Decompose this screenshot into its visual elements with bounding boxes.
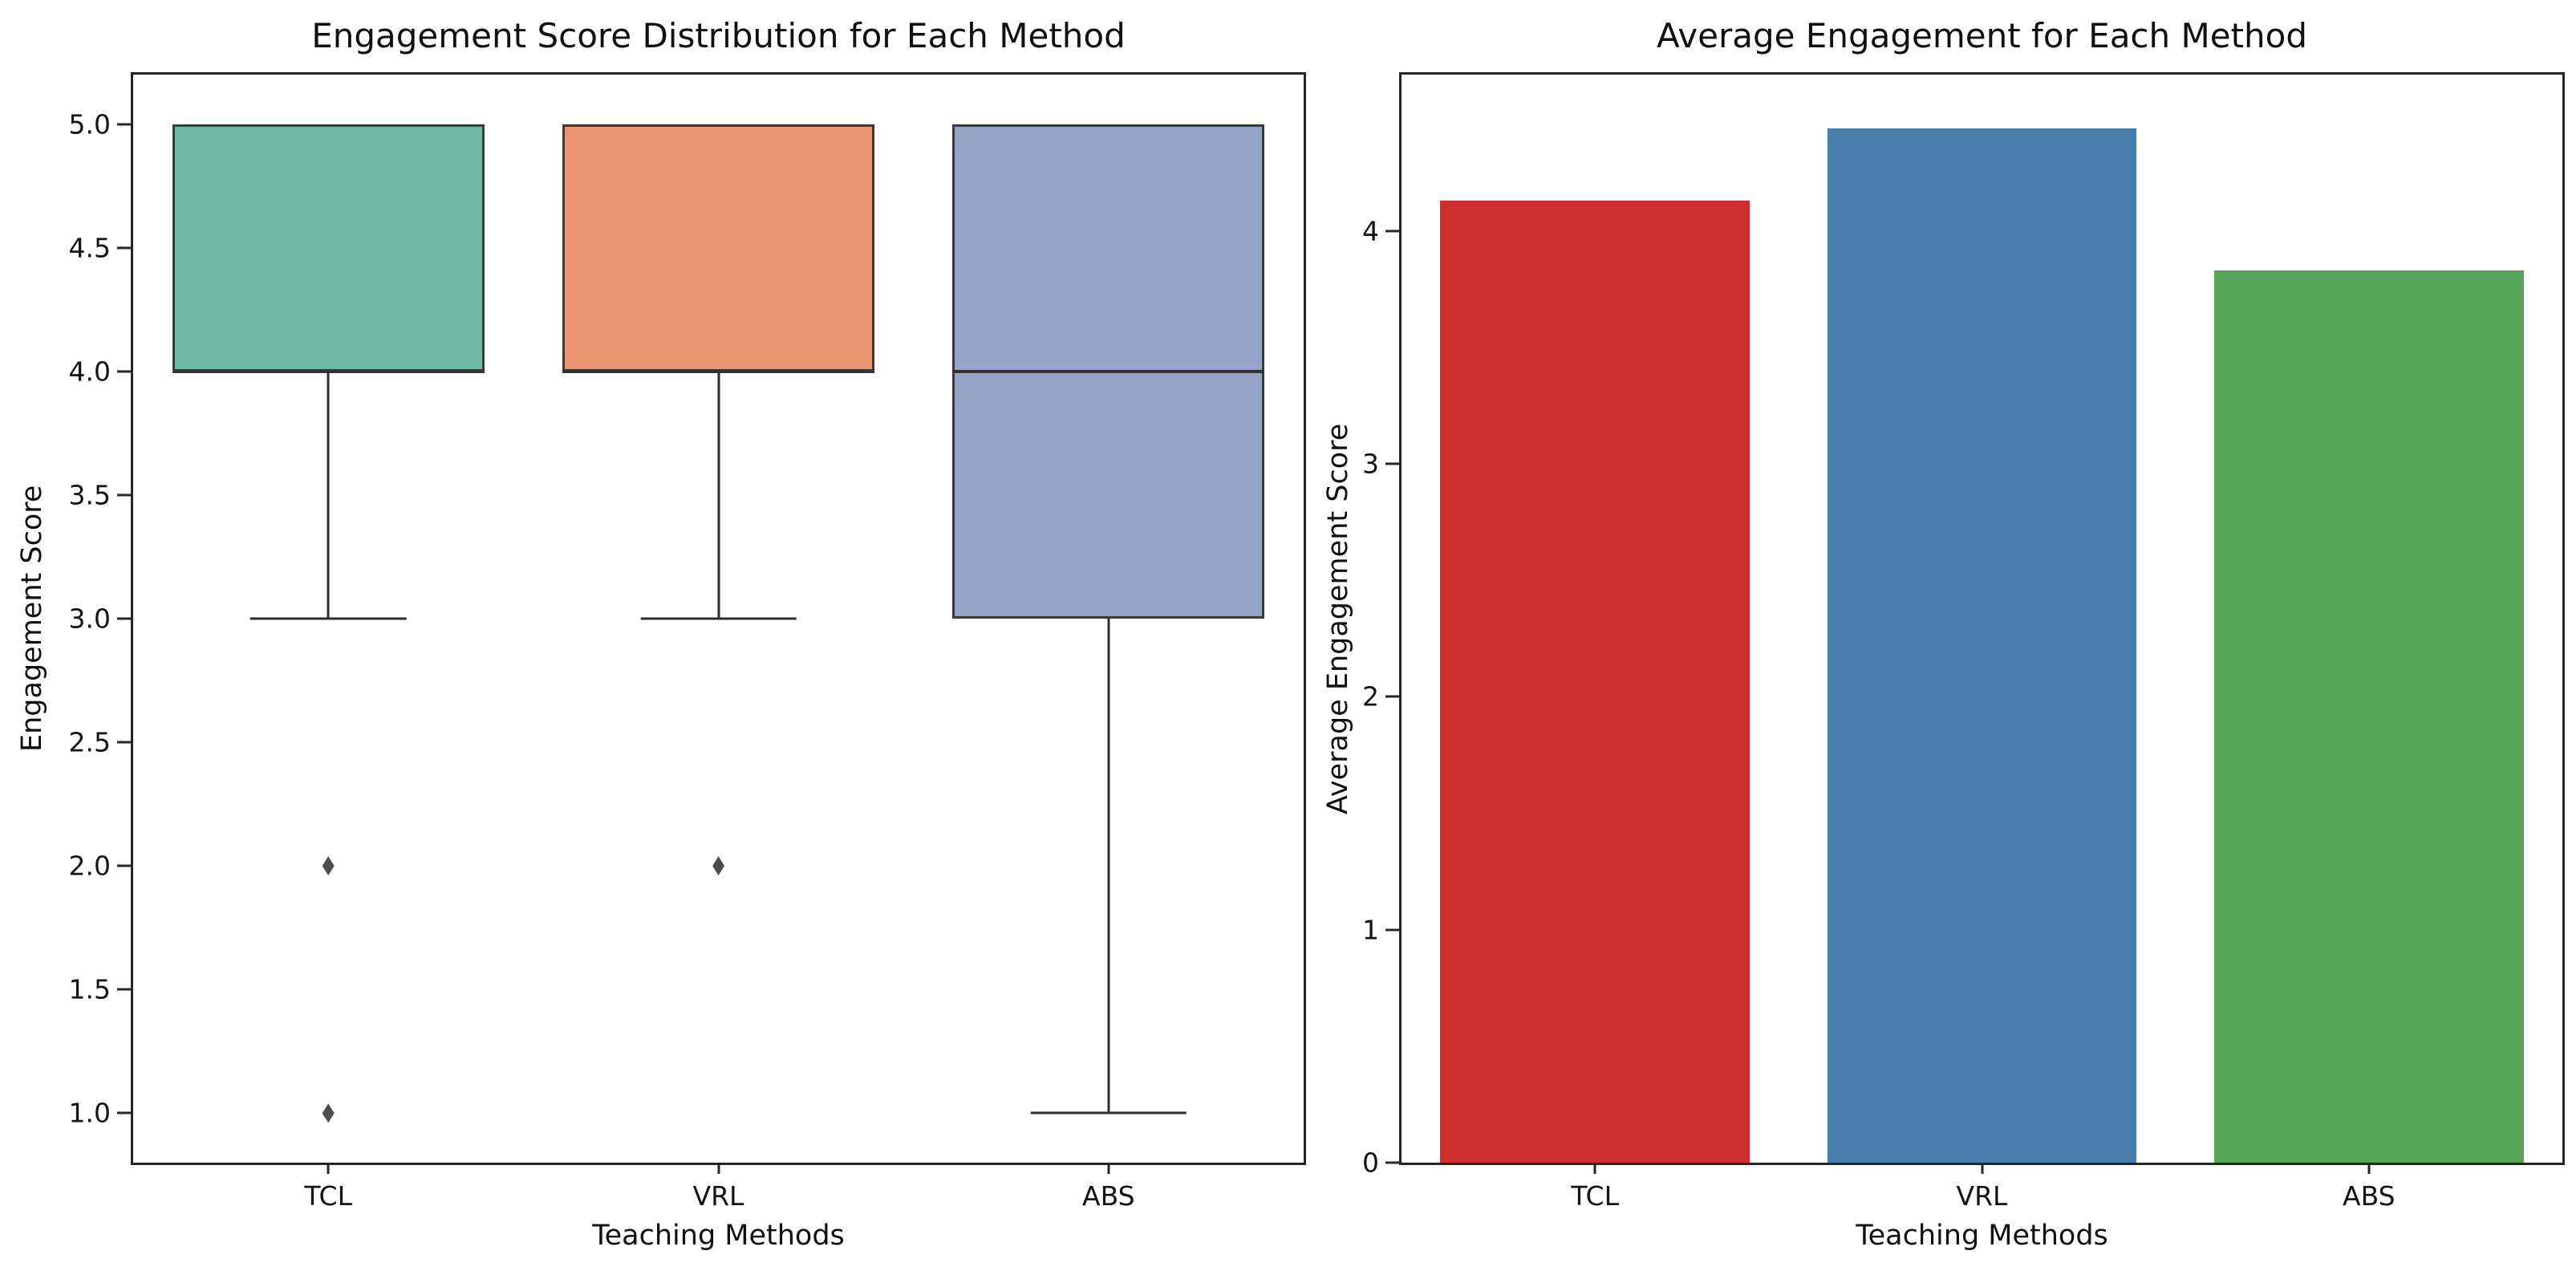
barchart-x-axis-label: Teaching Methods bbox=[1856, 1220, 2108, 1252]
y-tick-mark bbox=[117, 1111, 131, 1115]
x-tick-mark bbox=[327, 1163, 330, 1174]
y-tick-mark bbox=[117, 617, 131, 620]
y-tick-label: 1.0 bbox=[68, 1097, 111, 1129]
y-tick-label: 5.0 bbox=[68, 108, 111, 140]
y-tick-label: 4.5 bbox=[68, 232, 111, 264]
y-tick-mark bbox=[117, 988, 131, 991]
whisker-cap bbox=[1030, 1111, 1187, 1115]
whisker-cap bbox=[640, 617, 797, 620]
whisker-cap bbox=[249, 617, 407, 620]
y-tick-mark bbox=[1385, 462, 1399, 465]
x-tick-label: TCL bbox=[304, 1180, 352, 1212]
boxplot-y-axis-label: Engagement Score bbox=[16, 485, 48, 753]
y-tick-label: 1.5 bbox=[68, 973, 111, 1005]
y-tick-label: 2.5 bbox=[68, 726, 111, 758]
x-tick-label: ABS bbox=[1082, 1180, 1135, 1212]
barchart-plot-area: 0 1 2 3 4 TCL VRL ABS bbox=[1362, 72, 2565, 1212]
bar-VRL bbox=[1827, 128, 2137, 1163]
median-line bbox=[952, 369, 1265, 373]
y-tick-mark bbox=[117, 741, 131, 744]
whisker-line bbox=[1107, 619, 1110, 1114]
x-tick-label: VRL bbox=[692, 1180, 744, 1212]
y-tick-label: 2.0 bbox=[68, 850, 111, 882]
y-tick-label: 4.0 bbox=[68, 355, 111, 388]
whisker-line bbox=[327, 371, 330, 619]
median-line bbox=[172, 369, 485, 373]
y-tick-mark bbox=[117, 246, 131, 250]
box-TCL bbox=[172, 124, 485, 372]
outlier-marker bbox=[322, 856, 335, 876]
y-tick-mark bbox=[1385, 928, 1399, 932]
x-tick-mark bbox=[2367, 1163, 2371, 1174]
x-tick-mark bbox=[1593, 1163, 1596, 1174]
bar-ABS bbox=[2213, 270, 2524, 1163]
y-tick-label: 2 bbox=[1362, 680, 1379, 713]
x-tick-mark bbox=[1981, 1163, 1983, 1174]
y-tick-label: 1 bbox=[1362, 914, 1379, 946]
barchart-y-axis-label: Average Engagement Score bbox=[1322, 423, 1354, 814]
x-tick-mark bbox=[1107, 1163, 1110, 1174]
y-tick-mark bbox=[117, 370, 131, 373]
y-tick-label: 3 bbox=[1362, 448, 1379, 480]
whisker-line bbox=[717, 371, 720, 619]
x-tick-label: TCL bbox=[1571, 1180, 1619, 1212]
y-tick-label: 3.0 bbox=[68, 603, 111, 635]
y-tick-mark bbox=[1385, 695, 1399, 698]
boxplot-x-axis-label: Teaching Methods bbox=[592, 1220, 845, 1252]
outlier-marker bbox=[712, 856, 724, 876]
x-tick-label: ABS bbox=[2343, 1180, 2395, 1212]
y-tick-mark bbox=[117, 123, 131, 126]
bar-TCL bbox=[1440, 200, 1750, 1163]
barchart-title: Average Engagement for Each Method bbox=[1656, 16, 2308, 55]
x-tick-label: VRL bbox=[1956, 1180, 2008, 1212]
y-tick-mark bbox=[1385, 1161, 1399, 1164]
boxplot-plot-area: 5.0 4.5 4.0 3.5 3.0 2.5 2.0 1.5 1.0 TCL VRL ABS bbox=[69, 72, 1306, 1212]
box-VRL bbox=[562, 124, 875, 372]
y-tick-label: 0 bbox=[1362, 1147, 1379, 1179]
boxplot-title: Engagement Score Distribution for Each M… bbox=[311, 16, 1126, 55]
x-tick-mark bbox=[717, 1163, 720, 1174]
y-tick-mark bbox=[117, 493, 131, 497]
y-tick-mark bbox=[1385, 229, 1399, 233]
y-tick-label: 3.5 bbox=[68, 479, 111, 511]
outlier-marker bbox=[322, 1103, 335, 1123]
y-tick-mark bbox=[117, 864, 131, 867]
median-line bbox=[562, 369, 875, 373]
y-tick-label: 4 bbox=[1362, 215, 1379, 247]
